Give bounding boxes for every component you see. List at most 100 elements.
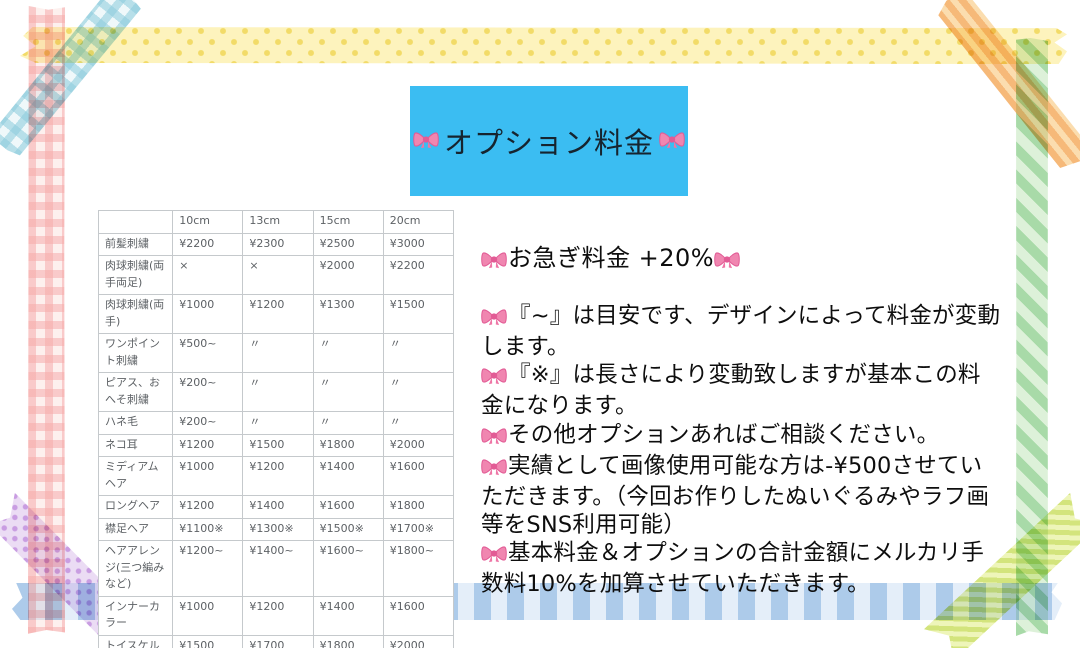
price-cell: ¥1500 <box>172 634 244 648</box>
price-cell: ¥1200 <box>242 294 314 334</box>
note-text: 『※』は長さにより変動致しますが基本この料金になります。 <box>481 362 981 420</box>
row-label-cell: 肉球刺繍(両手両足) <box>97 255 174 295</box>
price-cell: ¥1500※ <box>312 517 384 541</box>
page-title: オプション料金 <box>443 126 654 160</box>
price-cell: 〃 <box>312 333 384 373</box>
price-cell: 〃 <box>382 333 455 373</box>
price-cell: ¥1200 <box>242 595 314 636</box>
pricing-table-body: 前髪刺繍 ¥2200 ¥2300 ¥2500 ¥3000 肉球刺繍(両手両足) × × ¥200… <box>97 232 455 648</box>
price-cell: ¥1100※ <box>172 517 244 541</box>
table-row: トイスケルトン(骨入れ)¥1500¥1700¥1800¥2000 <box>97 634 455 648</box>
price-cell: ¥1000 <box>172 294 244 334</box>
note-text: 実績として画像使用可能な方は-¥500させていただきます。（今回お作りしたぬいぐ… <box>481 452 990 538</box>
table-row: ハネ毛 ¥200~ 〃〃〃 <box>97 411 455 435</box>
row-label-cell: トイスケルトン(骨入れ) <box>97 634 174 648</box>
ribbon-bow-icon <box>481 247 508 275</box>
row-label-cell: 前髪刺繍 <box>97 232 174 256</box>
table-row: ヘアアレンジ(三つ編みなど) ¥1200~ ¥1400~ ¥1600~ ¥1800~ <box>97 540 455 597</box>
ribbon-bow-icon <box>481 364 508 392</box>
row-label-cell: ピアス、おへそ刺繍 <box>97 372 174 412</box>
option-pricing-table: 10cm 13cm 15cm 20cm 前髪刺繍 ¥2200 ¥2300 ¥2500 ¥300… <box>97 210 455 648</box>
price-cell: ¥1200 <box>242 456 314 496</box>
price-cell: 〃 <box>242 333 314 373</box>
note-item: 実績として画像使用可能な方は-¥500させていただきます。（今回お作りしたぬいぐ… <box>481 452 1003 539</box>
rush-fee-text: お急ぎ料金 +20% <box>508 244 715 272</box>
price-cell: ¥2000 <box>382 433 455 457</box>
ribbon-bow-icon <box>714 247 741 275</box>
table-row: 襟足ヘア ¥1100※ ¥1300※ ¥1500※ ¥1700※ <box>97 517 455 541</box>
price-cell: 〃 <box>382 411 455 435</box>
price-cell: ¥1800 <box>382 495 455 519</box>
price-cell: ¥200~ <box>172 372 244 412</box>
size-header-cell: 20cm <box>382 210 455 234</box>
ribbon-bow-icon <box>659 130 685 153</box>
ribbon-bow-icon <box>481 542 508 570</box>
row-label-cell: 襟足ヘア <box>97 517 174 541</box>
table-row: 肉球刺繍(両手両足) × × ¥2000 ¥2200 <box>97 255 455 295</box>
row-label-cell: インナーカラー <box>97 595 174 636</box>
price-cell: ¥1700 <box>242 634 314 648</box>
row-label-cell: ロングヘア <box>97 495 174 519</box>
row-label-cell: ワンポイント刺繍 <box>97 333 174 373</box>
price-cell: × <box>242 255 314 295</box>
note-item: その他オプションあればご相談ください。 <box>481 421 1003 452</box>
price-cell: ¥1400 <box>312 595 384 636</box>
ribbon-bow-icon <box>481 305 508 333</box>
price-cell: ¥1500 <box>382 294 455 334</box>
price-cell: ¥1600 <box>382 456 455 496</box>
price-cell: ¥2000 <box>382 634 455 648</box>
price-cell: ¥1200 <box>172 433 244 457</box>
price-cell: ¥500~ <box>172 333 244 373</box>
price-cell: ¥1500 <box>242 433 314 457</box>
price-cell: 〃 <box>242 411 314 435</box>
price-cell: 〃 <box>242 372 314 412</box>
size-header-cell: 10cm <box>172 210 244 234</box>
price-cell: ¥1200~ <box>172 540 244 597</box>
price-cell: ¥1400 <box>242 495 314 519</box>
note-text: 基本料金＆オプションの合計金額にメルカリ手数料10%を加算させていただきます。 <box>481 540 985 598</box>
price-cell: ¥1600 <box>312 495 384 519</box>
price-cell: ¥1300 <box>312 294 384 334</box>
note-text: その他オプションあればご相談ください。 <box>508 421 940 448</box>
price-cell: ¥3000 <box>382 232 455 256</box>
ribbon-bow-icon <box>481 424 508 452</box>
washi-tape-yellow-dots-top <box>20 27 1067 64</box>
price-cell: ¥2200 <box>172 232 244 256</box>
price-cell: ¥200~ <box>172 411 244 435</box>
price-cell: 〃 <box>312 372 384 412</box>
price-cell: ¥1600 <box>382 595 455 636</box>
row-label-cell: ミディアムヘア <box>97 456 174 496</box>
row-label-cell: ヘアアレンジ(三つ編みなど) <box>97 540 174 597</box>
notes-section: お急ぎ料金 +20% 『~』は目安です、デザインによって料金が変動します。 『※』… <box>481 238 1003 598</box>
price-cell: ¥1800~ <box>382 540 455 597</box>
price-cell: ¥1200 <box>172 495 244 519</box>
price-cell: 〃 <box>382 372 455 412</box>
price-cell: ¥1800 <box>312 433 384 457</box>
note-item: 『~』は目安です、デザインによって料金が変動します。 <box>481 302 1003 361</box>
price-cell: ¥2500 <box>312 232 384 256</box>
table-row: 肉球刺繍(両手) ¥1000 ¥1200 ¥1300 ¥1500 <box>97 294 455 334</box>
ribbon-bow-icon <box>413 130 439 153</box>
size-header-cell: 13cm <box>242 210 314 234</box>
table-row: ロングヘア ¥1200 ¥1400 ¥1600 ¥1800 <box>97 495 455 519</box>
note-text: 『~』は目安です、デザインによって料金が変動します。 <box>481 303 1001 361</box>
price-cell: ¥1700※ <box>382 517 455 541</box>
note-item: 『※』は長さにより変動致しますが基本この料金になります。 <box>481 361 1003 420</box>
row-label-cell: ハネ毛 <box>97 411 174 435</box>
price-cell: ¥1000 <box>172 595 244 636</box>
notes-list: 『~』は目安です、デザインによって料金が変動します。 『※』は長さにより変動致しま… <box>481 302 1003 598</box>
price-cell: 〃 <box>312 411 384 435</box>
table-row: ワンポイント刺繍 ¥500~ 〃〃〃 <box>97 333 455 373</box>
price-cell: ¥1300※ <box>242 517 314 541</box>
rush-fee-line: お急ぎ料金 +20% <box>481 238 1003 275</box>
washi-tape-orange-stripes-topright <box>933 0 1080 175</box>
price-cell: ¥1600~ <box>312 540 384 597</box>
ribbon-bow-icon <box>481 455 508 483</box>
price-cell: ¥2300 <box>242 232 314 256</box>
table-row: ピアス、おへそ刺繍 ¥200~ 〃〃〃 <box>97 372 455 412</box>
table-row: インナーカラー ¥1000 ¥1200 ¥1400 ¥1600 <box>97 595 455 636</box>
size-header-cell: 15cm <box>312 210 384 234</box>
price-cell: ¥1400 <box>312 456 384 496</box>
table-row: ネコ耳 ¥1200 ¥1500 ¥1800 ¥2000 <box>97 433 455 457</box>
